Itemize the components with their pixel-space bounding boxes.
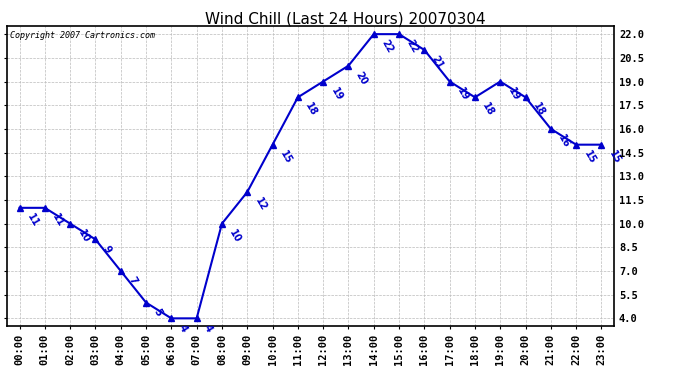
Text: 22: 22 (404, 38, 420, 55)
Text: 5: 5 (152, 307, 164, 318)
Text: 9: 9 (101, 244, 113, 254)
Text: 4: 4 (177, 322, 189, 333)
Text: 15: 15 (607, 149, 622, 165)
Text: 19: 19 (455, 86, 471, 102)
Text: 15: 15 (278, 149, 293, 165)
Text: 18: 18 (480, 102, 496, 118)
Text: 11: 11 (50, 212, 66, 229)
Text: Copyright 2007 Cartronics.com: Copyright 2007 Cartronics.com (10, 31, 155, 40)
Text: 4: 4 (202, 322, 214, 333)
Text: 21: 21 (430, 54, 445, 71)
Text: 20: 20 (354, 70, 369, 87)
Text: Wind Chill (Last 24 Hours) 20070304: Wind Chill (Last 24 Hours) 20070304 (205, 11, 485, 26)
Text: 16: 16 (556, 133, 572, 150)
Text: 19: 19 (506, 86, 521, 102)
Text: 12: 12 (253, 196, 268, 213)
Text: 7: 7 (126, 275, 138, 286)
Text: 19: 19 (328, 86, 344, 102)
Text: 10: 10 (76, 228, 91, 244)
Text: 22: 22 (380, 38, 395, 55)
Text: 11: 11 (25, 212, 41, 229)
Text: 18: 18 (531, 102, 546, 118)
Text: 10: 10 (228, 228, 243, 244)
Text: 18: 18 (304, 102, 319, 118)
Text: 15: 15 (582, 149, 597, 165)
